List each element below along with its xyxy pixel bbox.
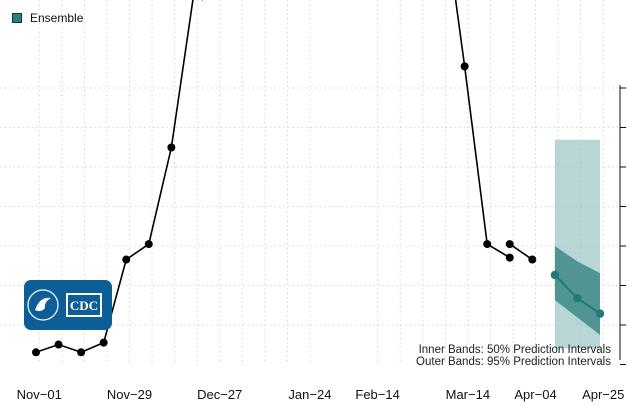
cdc-logo: CDC [24,280,112,330]
prediction-band-50 [554,246,600,335]
observed-point [167,143,176,152]
legend-swatch [12,13,22,23]
observed-point [99,338,108,347]
observed-series-tail [509,243,533,261]
cdc-logo-text: CDC [70,298,98,313]
observed-point [122,255,131,264]
observed-point [505,240,514,249]
observed-point [32,348,40,357]
x-tick-label: Nov−01 [17,387,62,402]
observed-point [528,255,537,264]
outer-band-note: Outer Bands: 95% Prediction Intervals [416,356,611,368]
x-tick-label: Apr−04 [514,387,556,402]
legend: Ensemble [12,11,83,25]
legend-label: Ensemble [30,11,84,25]
prediction-interval-note: Inner Bands: 50% Prediction Intervals Ou… [416,344,611,368]
observed-point [54,340,63,349]
observed-point [77,348,86,357]
x-tick-label: Apr−25 [582,387,624,402]
inner-band-note: Inner Bands: 50% Prediction Intervals [418,344,611,356]
observed-point [505,253,514,262]
observed-point [144,240,153,249]
x-tick-label: Mar−14 [446,387,490,402]
observed-point [460,62,469,71]
x-tick-label: Jan−24 [288,387,331,402]
observed-point [483,240,492,249]
x-tick-label: Dec−27 [197,387,242,402]
forecast-point [550,270,560,280]
observed-series-offchart-down [454,0,466,67]
forecast-point [573,293,582,303]
x-tick-label: Feb−14 [355,387,399,402]
forecast-point [595,309,605,318]
x-tick-label: Nov−29 [107,387,152,402]
